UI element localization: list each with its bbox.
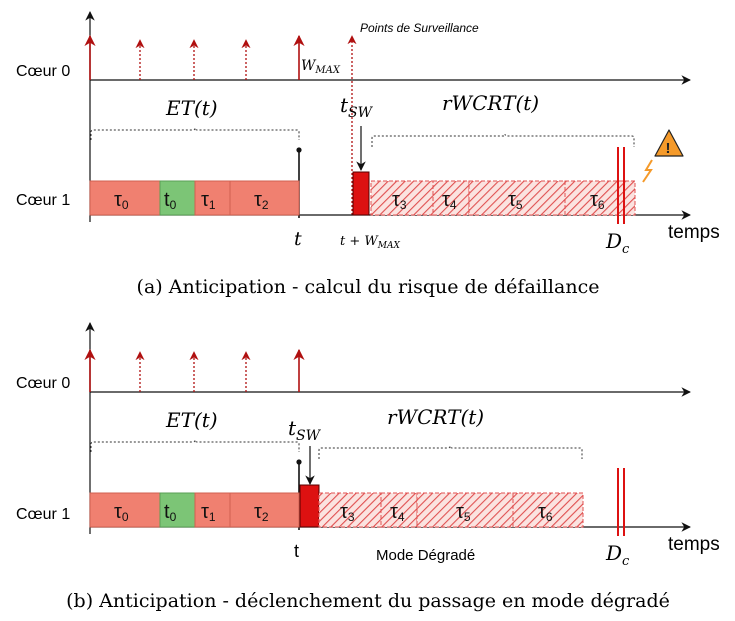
t-marker-dot [296,459,302,465]
time-axis-label: temps [668,222,720,243]
task-label: τ2 [254,189,269,212]
task-label: τ0 [114,189,129,212]
task-label: τ2 [254,501,269,524]
caption-a: (a) Anticipation - calcul du risque de d… [137,276,600,298]
task-label: t0 [164,501,177,524]
core0-label: Cœur 0 [16,63,70,80]
task-label: τ1 [201,501,216,524]
warning-icon: ! [642,129,684,183]
task-block [159,180,196,216]
task-label: τ3 [392,189,407,212]
monitoring-points-label: Points de Surveillance [360,21,479,35]
tsw-label: tSW [288,416,322,444]
deadline-label: Dc [605,229,630,257]
task-label: t0 [164,189,177,212]
task-label: τ6 [590,189,605,212]
task-block [229,180,300,216]
remaining-task-block [318,492,382,528]
task-label: τ1 [201,189,216,212]
tsw-label: tSW [340,93,374,121]
t-label: t [294,541,299,561]
caption-b: (b) Anticipation - déclenchement du pass… [66,590,670,612]
remaining-task-block [416,492,514,528]
deadline-label: Dc [605,541,630,569]
rwcrt-brace [371,133,635,147]
task-label: τ5 [508,189,523,212]
rwcrt-label: rWCRT(t) [442,91,539,115]
rwcrt-label: rWCRT(t) [387,405,484,429]
et-brace [90,127,300,140]
core1-label: Cœur 1 [16,506,70,523]
et-brace [90,439,300,452]
degraded-mode-label: Mode Dégradé [376,547,475,564]
task-label: τ0 [114,501,129,524]
task-label: τ4 [390,501,405,524]
remaining-task-block [512,492,584,528]
remaining-task-block [370,180,434,216]
remaining-task-block [380,492,418,528]
t-marker-dot [296,147,302,153]
et-label: ET(t) [165,96,218,120]
task-label: τ5 [456,501,471,524]
panel-b: Cœur 0 ET(t) rWCRT(t) tSW Cœur 1 [16,322,720,612]
switch-task-block [299,484,320,528]
task-block [194,492,231,528]
t-plus-wmax-label: t + WMAX [340,234,400,251]
panel-a: Cœur 0 Points de Surveillance WMAX ET(t)… [16,11,720,298]
switch-task-block [352,171,370,216]
core1-label: Cœur 1 [16,192,70,209]
core0-label: Cœur 0 [16,375,70,392]
task-block [229,492,300,528]
et-label: ET(t) [165,408,218,432]
remaining-task-block [468,180,566,216]
monitoring-arrows [84,348,305,392]
rwcrt-brace [318,445,583,459]
monitoring-arrows [84,34,357,215]
task-label: τ3 [340,501,355,524]
svg-text:!: ! [666,140,671,157]
task-block [159,492,196,528]
time-axis-label: temps [668,534,720,555]
task-label: τ4 [442,189,457,212]
wmax-label: WMAX [301,58,341,76]
remaining-task-block [432,180,470,216]
t-label: t [294,228,302,250]
task-block [194,180,231,216]
task-label: τ6 [538,501,553,524]
